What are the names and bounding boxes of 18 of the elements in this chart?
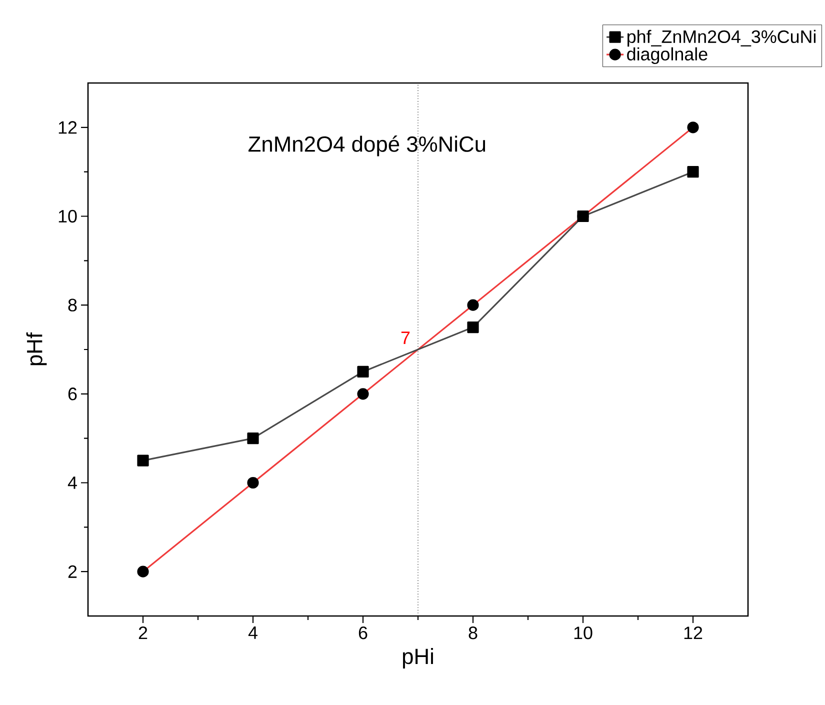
y-tick-label: 2 bbox=[68, 565, 77, 578]
x-tick-label: 6 bbox=[358, 626, 368, 640]
x-axis-title: pHi bbox=[402, 648, 433, 668]
y-tick-label: 8 bbox=[68, 298, 77, 312]
y-tick-label: 12 bbox=[58, 121, 77, 134]
legend-label: phf_ZnMn2O4_3%CuNi bbox=[628, 30, 816, 47]
annotation: 7 bbox=[401, 332, 410, 344]
x-tick-label: 2 bbox=[138, 626, 148, 640]
x-tick-label: 8 bbox=[468, 626, 478, 640]
x-tick-label: 12 bbox=[684, 626, 702, 640]
y-tick-label: 10 bbox=[58, 210, 77, 223]
y-tick-label: 4 bbox=[68, 476, 77, 489]
y-tick-label: 6 bbox=[68, 388, 77, 400]
annotation: ZnMn2O4 dopé 3%NiCu bbox=[248, 136, 486, 156]
y-axis-title: pHf bbox=[26, 332, 47, 366]
legend-label: diagolnale bbox=[627, 47, 708, 64]
x-tick-label: 10 bbox=[574, 626, 592, 640]
x-tick-label: 4 bbox=[248, 626, 258, 639]
